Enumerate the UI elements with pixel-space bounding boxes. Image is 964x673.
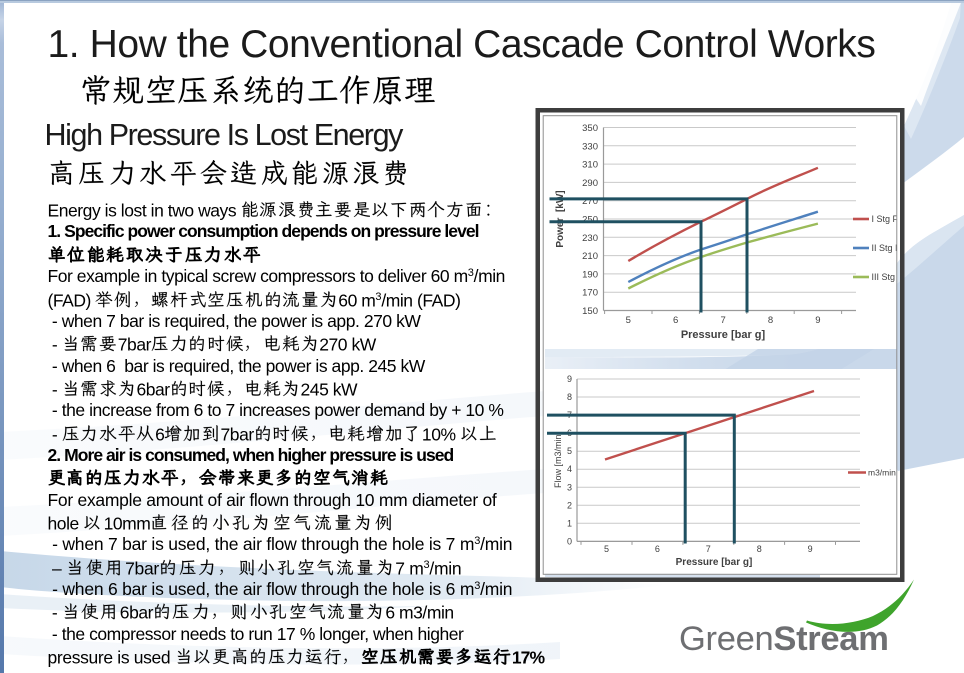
svg-text:170: 170 xyxy=(582,288,598,299)
svg-text:III Stg: III Stg xyxy=(872,272,896,282)
svg-text:150: 150 xyxy=(582,306,598,317)
svg-text:310: 310 xyxy=(582,160,598,171)
svg-text:m3/min: m3/min xyxy=(868,468,896,478)
svg-text:3: 3 xyxy=(567,482,572,492)
svg-text:I Stg F: I Stg F xyxy=(872,214,899,224)
svg-text:5: 5 xyxy=(626,315,631,326)
svg-text:1: 1 xyxy=(567,518,572,528)
svg-text:8: 8 xyxy=(768,315,773,326)
svg-text:330: 330 xyxy=(582,141,598,152)
svg-text:250: 250 xyxy=(582,215,598,226)
svg-text:7: 7 xyxy=(720,315,725,326)
svg-text:7: 7 xyxy=(706,544,711,554)
svg-text:350: 350 xyxy=(582,123,598,134)
svg-text:6: 6 xyxy=(655,544,660,554)
svg-text:190: 190 xyxy=(582,269,598,280)
svg-text:9: 9 xyxy=(567,374,572,384)
svg-text:8: 8 xyxy=(757,544,762,554)
svg-text:9: 9 xyxy=(815,315,820,326)
svg-text:Pressure [bar g]: Pressure [bar g] xyxy=(676,557,753,568)
svg-text:9: 9 xyxy=(808,544,813,554)
svg-text:270: 270 xyxy=(582,196,598,207)
svg-text:5: 5 xyxy=(604,544,609,554)
svg-text:210: 210 xyxy=(582,251,598,262)
svg-text:290: 290 xyxy=(582,178,598,189)
svg-text:0: 0 xyxy=(567,536,572,546)
svg-text:Power [kW]: Power [kW] xyxy=(555,190,566,247)
svg-text:5: 5 xyxy=(567,446,572,456)
svg-text:4: 4 xyxy=(567,464,572,474)
svg-text:2: 2 xyxy=(567,500,572,510)
svg-text:II Stg I: II Stg I xyxy=(872,243,898,253)
svg-text:6: 6 xyxy=(673,315,678,326)
svg-text:230: 230 xyxy=(582,233,598,244)
svg-text:Pressure [bar g]: Pressure [bar g] xyxy=(681,329,766,341)
svg-text:8: 8 xyxy=(567,392,572,402)
svg-text:Flow [m3/min]: Flow [m3/min] xyxy=(553,432,563,488)
